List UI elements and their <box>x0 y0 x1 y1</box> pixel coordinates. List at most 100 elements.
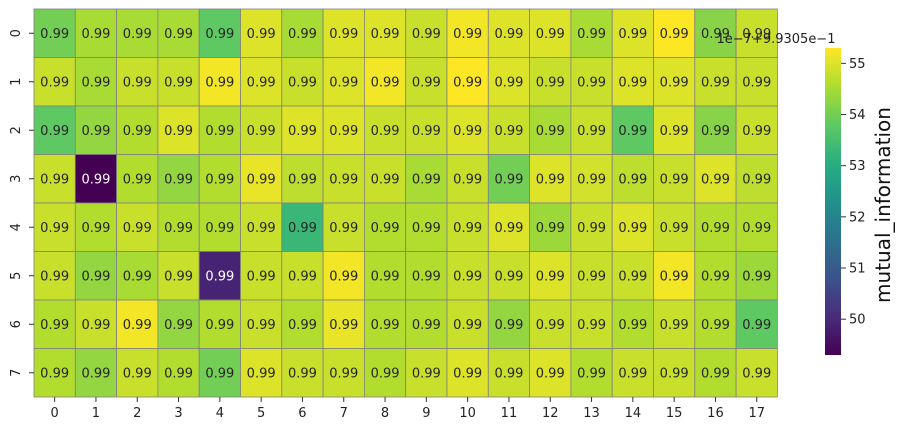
cell-r0-c1 <box>74 8 118 58</box>
cell-label-r4-c9: 0.99 <box>412 221 441 236</box>
cell-r3-c1 <box>74 154 118 204</box>
cell-label-r6-c8: 0.99 <box>371 318 400 333</box>
cell-label-r0-c10: 0.99 <box>453 27 482 42</box>
cell-r4-c15 <box>653 202 696 252</box>
cell-label-r7-c10: 0.99 <box>453 366 482 381</box>
cell-label-r7-c14: 0.99 <box>618 366 647 381</box>
cell-label-r2-c1: 0.99 <box>81 124 110 139</box>
cell-label-r1-c7: 0.99 <box>329 75 358 90</box>
cell-label-r2-c2: 0.99 <box>123 124 152 139</box>
cell-r7-c17 <box>735 348 778 398</box>
cell-label-r2-c4: 0.99 <box>205 124 234 139</box>
cell-label-r1-c4: 0.99 <box>205 75 234 90</box>
cell-label-r7-c6: 0.99 <box>288 366 317 381</box>
cell-label-r6-c9: 0.99 <box>412 318 441 333</box>
cell-label-r7-c3: 0.99 <box>164 366 193 381</box>
cell-label-r6-c10: 0.99 <box>453 318 482 333</box>
cell-label-r5-c3: 0.99 <box>164 269 193 284</box>
y-tick-label-6: 6 <box>9 320 24 328</box>
cell-r4-c8 <box>363 202 407 252</box>
x-tick-label-0: 0 <box>51 406 59 421</box>
x-tick-label-14: 14 <box>625 406 642 421</box>
x-tick-label-17: 17 <box>748 406 765 421</box>
colorbar-tick-label-52: 52 <box>849 210 866 225</box>
cell-r2-c0 <box>33 105 76 155</box>
cell-r5-c7 <box>322 251 365 301</box>
cell-label-r5-c6: 0.99 <box>288 269 317 284</box>
cell-label-r5-c17: 0.99 <box>742 269 771 284</box>
x-tick-label-1: 1 <box>92 406 100 421</box>
cell-r5-c12 <box>529 251 572 301</box>
cell-label-r6-c11: 0.99 <box>494 318 523 333</box>
cell-label-r2-c7: 0.99 <box>329 124 358 139</box>
cell-label-r2-c9: 0.99 <box>412 124 441 139</box>
cell-r1-c4 <box>198 57 241 107</box>
cell-label-r4-c13: 0.99 <box>577 221 606 236</box>
cell-r7-c7 <box>322 348 365 398</box>
y-tick-label-3: 3 <box>9 175 24 183</box>
cell-label-r2-c17: 0.99 <box>742 124 771 139</box>
cell-r2-c12 <box>529 105 572 155</box>
x-tick-label-8: 8 <box>381 406 389 421</box>
cell-r5-c3 <box>157 251 200 301</box>
y-tick-label-0: 0 <box>9 29 24 37</box>
cell-r6-c9 <box>405 299 448 349</box>
cell-label-r2-c6: 0.99 <box>288 124 317 139</box>
cell-r2-c9 <box>405 105 448 155</box>
cell-r4-c3 <box>157 202 200 252</box>
cell-label-r0-c11: 0.99 <box>494 27 523 42</box>
cell-label-r7-c8: 0.99 <box>371 366 400 381</box>
cell-label-r2-c16: 0.99 <box>701 124 730 139</box>
cell-r0-c15 <box>653 8 696 58</box>
cell-r0-c0 <box>33 8 76 58</box>
y-tick-label-2: 2 <box>9 126 24 134</box>
cell-label-r4-c11: 0.99 <box>494 221 523 236</box>
cell-label-r1-c12: 0.99 <box>536 75 565 90</box>
cell-label-r0-c3: 0.99 <box>164 27 193 42</box>
cell-label-r4-c15: 0.99 <box>660 221 689 236</box>
cell-label-r4-c3: 0.99 <box>164 221 193 236</box>
cell-label-r4-c5: 0.99 <box>247 221 276 236</box>
cell-label-r0-c14: 0.99 <box>618 27 647 42</box>
cell-r4-c4 <box>198 202 241 252</box>
cell-label-r7-c7: 0.99 <box>329 366 358 381</box>
colorbar-label: mutual_information <box>871 107 895 303</box>
cell-r2-c6 <box>281 105 324 155</box>
cell-r3-c13 <box>570 154 613 204</box>
cell-label-r0-c4: 0.99 <box>205 27 234 42</box>
cell-r4-c5 <box>240 202 283 252</box>
cell-label-r5-c1: 0.99 <box>81 269 110 284</box>
cell-r6-c4 <box>198 299 241 349</box>
y-axis: 0 1 2 3 4 5 6 7 <box>9 29 34 377</box>
x-tick-label-2: 2 <box>133 406 141 421</box>
cell-label-r3-c16: 0.99 <box>701 172 730 187</box>
cell-r4-c11 <box>487 202 530 252</box>
cell-r1-c10 <box>446 57 489 107</box>
cell-r0-c9 <box>405 8 448 58</box>
cell-r5-c0 <box>33 251 76 301</box>
cell-label-r2-c13: 0.99 <box>577 124 606 139</box>
colorbar-ticks: 50 51 52 53 54 55 <box>841 57 866 328</box>
cell-r0-c13 <box>570 8 613 58</box>
cell-label-r6-c14: 0.99 <box>618 318 647 333</box>
cell-r5-c8 <box>363 251 407 301</box>
x-tick-label-3: 3 <box>174 406 182 421</box>
cell-r7-c12 <box>529 348 572 398</box>
cell-label-r6-c7: 0.99 <box>329 318 358 333</box>
cell-r4-c16 <box>694 202 737 252</box>
cell-label-r2-c0: 0.99 <box>40 124 69 139</box>
cell-label-r3-c1: 0.99 <box>81 172 110 187</box>
cell-r6-c3 <box>157 299 200 349</box>
cell-label-r5-c8: 0.99 <box>371 269 400 284</box>
cell-label-r3-c10: 0.99 <box>453 172 482 187</box>
cell-label-r2-c12: 0.99 <box>536 124 565 139</box>
colorbar-tick-label-55: 55 <box>849 57 866 72</box>
colorbar-tick-label-50: 50 <box>849 313 866 328</box>
cell-r2-c8 <box>363 105 407 155</box>
cell-label-r6-c4: 0.99 <box>205 318 234 333</box>
cell-label-r1-c2: 0.99 <box>123 75 152 90</box>
cell-r5-c5 <box>240 251 283 301</box>
cell-r6-c13 <box>570 299 613 349</box>
cell-label-r0-c8: 0.99 <box>371 27 400 42</box>
